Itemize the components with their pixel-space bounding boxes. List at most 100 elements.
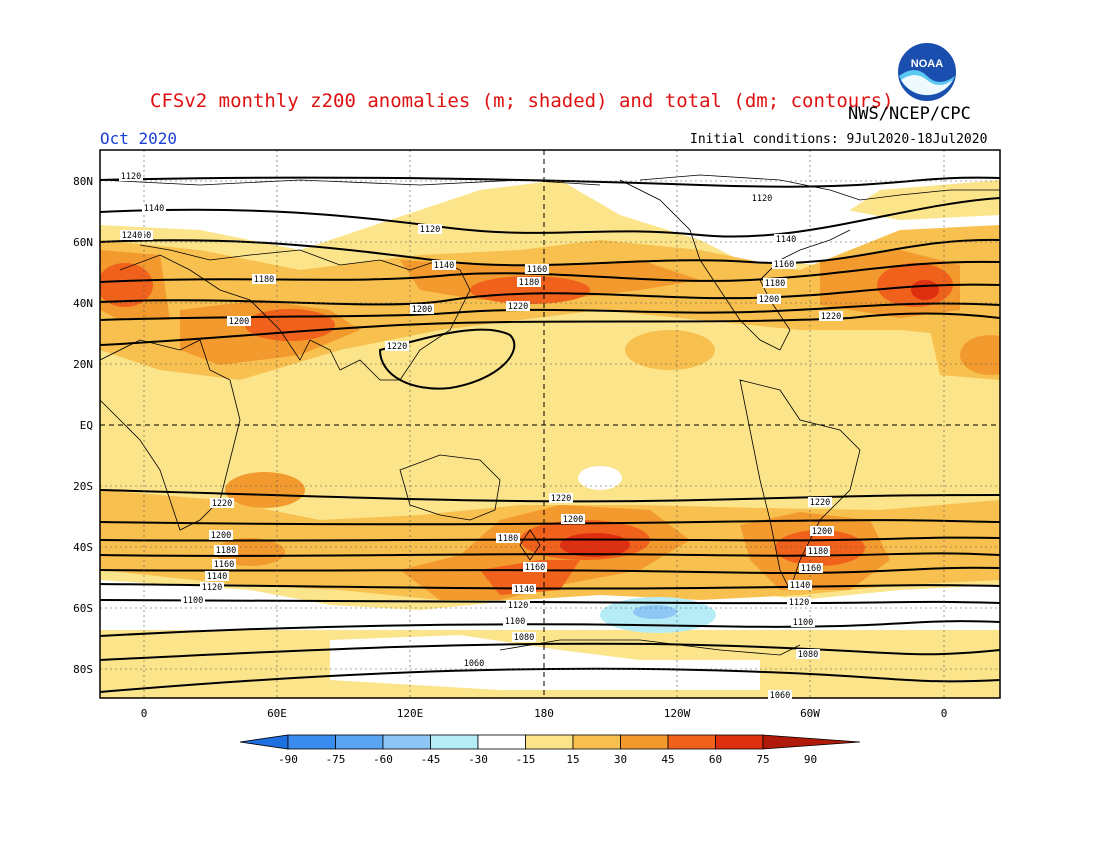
- svg-text:1100: 1100: [793, 618, 813, 628]
- contour-label: 1200: [227, 316, 251, 327]
- svg-text:NOAA: NOAA: [911, 58, 943, 70]
- contour-label: 1060: [768, 690, 792, 701]
- contour-label: 1120: [750, 193, 774, 204]
- svg-text:1160: 1160: [214, 560, 234, 570]
- colorbar-label: -45: [421, 753, 441, 766]
- colorbar-label: 60: [709, 753, 722, 766]
- contour-label: 1140: [142, 203, 166, 214]
- svg-text:1060: 1060: [770, 691, 790, 701]
- svg-text:1180: 1180: [254, 275, 274, 285]
- contour-label: 1120: [119, 171, 143, 182]
- height-contours: [100, 176, 1000, 693]
- svg-text:1200: 1200: [412, 305, 432, 315]
- contour-label: 1200: [209, 530, 233, 541]
- svg-text:1160: 1160: [774, 260, 794, 270]
- lat-label: 60S: [73, 602, 93, 615]
- colorbar: -90 -75 -60 -45 -30 -15 15 30 45 60 75 90: [239, 734, 861, 766]
- contour-label: 1180: [214, 545, 238, 556]
- contour-label: 1200: [561, 514, 585, 525]
- contour-label: 1060: [462, 658, 486, 669]
- colorbar-segment: [572, 734, 621, 750]
- svg-text:1080: 1080: [798, 650, 818, 660]
- contour-label: 1200: [757, 294, 781, 305]
- lat-labels: 80N 60N 40N 20N EQ 20S 40S 60S 80S: [73, 175, 93, 676]
- svg-text:1200: 1200: [812, 527, 832, 537]
- colorbar-label: -75: [326, 753, 346, 766]
- colorbar-segment: [715, 734, 764, 750]
- contour-label: 1160: [772, 259, 796, 270]
- contour-label: 1200: [410, 304, 434, 315]
- svg-text:1160: 1160: [801, 564, 821, 574]
- svg-text:1140: 1140: [790, 581, 810, 591]
- svg-text:1200: 1200: [563, 515, 583, 525]
- colorbar-segment: [525, 734, 574, 750]
- colorbar-segment: [477, 734, 526, 750]
- svg-text:1140: 1140: [434, 261, 454, 271]
- colorbar-label: 45: [661, 753, 674, 766]
- colorbar-segment: [430, 734, 479, 750]
- svg-text:1120: 1120: [752, 194, 772, 204]
- colorbar-segment: [762, 734, 861, 750]
- colorbar-label: -90: [278, 753, 298, 766]
- svg-text:1220: 1220: [821, 312, 841, 322]
- lat-label: 40N: [73, 297, 93, 310]
- contour-label: 1200: [810, 526, 834, 537]
- lat-label: 20S: [73, 480, 93, 493]
- svg-text:1220: 1220: [551, 494, 571, 504]
- agency-label: NWS/NCEP/CPC: [848, 104, 971, 124]
- lat-label: 80S: [73, 663, 93, 676]
- contour-label: 1240: [120, 230, 144, 241]
- lon-label: 0: [141, 707, 148, 720]
- svg-text:1160: 1160: [527, 265, 547, 275]
- lon-label: 120E: [397, 707, 424, 720]
- contour-label: 1220: [808, 497, 832, 508]
- contour-label: 1140: [512, 584, 536, 595]
- svg-text:1180: 1180: [216, 546, 236, 556]
- contour-label: 1180: [806, 546, 830, 557]
- svg-text:1080: 1080: [514, 633, 534, 643]
- svg-text:1120: 1120: [202, 583, 222, 593]
- contour-label: 1220: [385, 341, 409, 352]
- contour-label: 1180: [252, 274, 276, 285]
- contour-label: 1140: [774, 234, 798, 245]
- svg-text:1060: 1060: [464, 659, 484, 669]
- svg-text:1180: 1180: [519, 278, 539, 288]
- colorbar-label: -30: [468, 753, 488, 766]
- colorbar-segment: [382, 734, 431, 750]
- contour-label: 1220: [506, 301, 530, 312]
- lat-label: 40S: [73, 541, 93, 554]
- contour-label: 1120: [787, 597, 811, 608]
- svg-text:1220: 1220: [212, 499, 232, 509]
- contour-label: 1100: [181, 595, 205, 606]
- contour-label: 1080: [512, 632, 536, 643]
- lat-label: 80N: [73, 175, 93, 188]
- lon-label: 120W: [664, 707, 691, 720]
- colorbar-label: -15: [516, 753, 536, 766]
- svg-text:1120: 1120: [420, 225, 440, 235]
- svg-text:1220: 1220: [508, 302, 528, 312]
- forecast-month: Oct 2020: [100, 129, 178, 148]
- contour-label: 1180: [517, 277, 541, 288]
- svg-text:1140: 1140: [144, 204, 164, 214]
- contour-label: 1180: [763, 278, 787, 289]
- map-frame: [99, 149, 1001, 699]
- svg-text:1180: 1180: [808, 547, 828, 557]
- colorbar-label: 75: [756, 753, 769, 766]
- colorbar-segment: [287, 734, 336, 750]
- colorbar-label: 30: [614, 753, 627, 766]
- noaa-logo-icon: NOAA: [896, 41, 958, 103]
- svg-text:1200: 1200: [229, 317, 249, 327]
- svg-text:1140: 1140: [776, 235, 796, 245]
- contour-label: 1140: [432, 260, 456, 271]
- svg-text:1240: 1240: [122, 231, 142, 241]
- lon-label: 180: [534, 707, 554, 720]
- contour-label: 1140: [788, 580, 812, 591]
- contour-label: 1160: [212, 559, 236, 570]
- colorbar-segment: [239, 734, 289, 750]
- contour-label: 1120: [506, 600, 530, 611]
- colorbar-segment: [620, 734, 669, 750]
- colorbar-label: 90: [804, 753, 817, 766]
- colorbar-segment: [335, 734, 384, 750]
- svg-text:1200: 1200: [759, 295, 779, 305]
- svg-text:1100: 1100: [505, 617, 525, 627]
